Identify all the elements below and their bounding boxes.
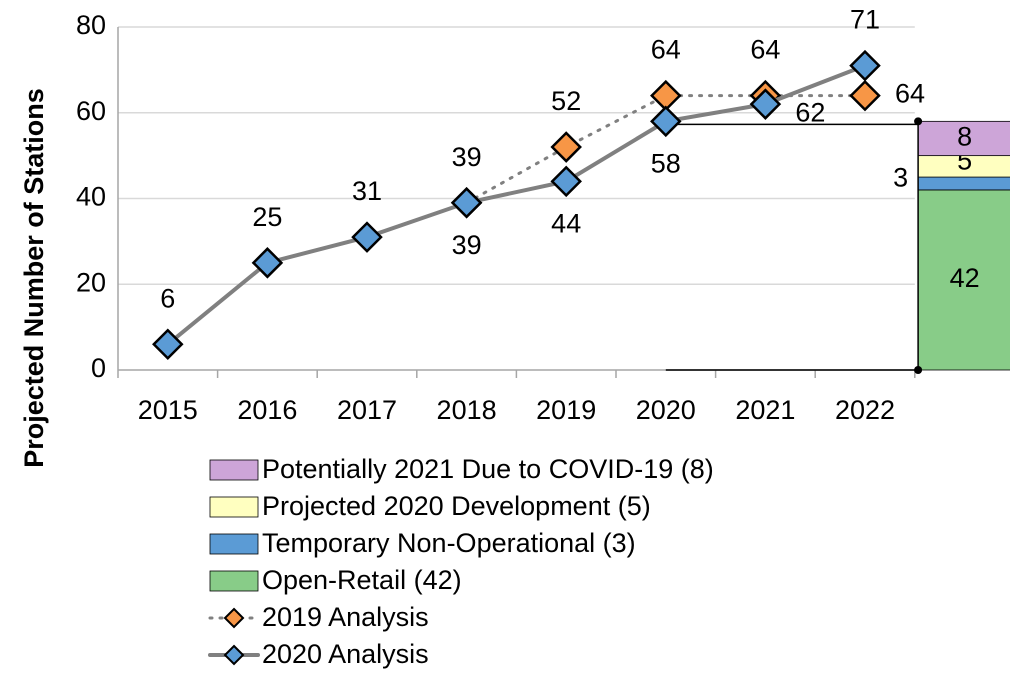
legend-item: Temporary Non-Operational (3) (209, 528, 636, 558)
legend-swatch (209, 459, 259, 481)
y-tick-label: 60 (76, 96, 106, 126)
data-label: 52 (551, 86, 581, 116)
bar-value-label: 42 (950, 263, 980, 293)
bar-value-label: 3 (893, 163, 908, 193)
legend-swatch (209, 496, 259, 518)
marker (550, 165, 582, 198)
x-tick-label: 2018 (437, 395, 497, 425)
data-label: 6 (160, 283, 175, 313)
legend-swatch (209, 570, 259, 592)
legend-label: Projected 2020 Development (5) (262, 491, 651, 521)
legend-item: Open-Retail (42) (209, 565, 462, 595)
x-tick-label: 2020 (636, 395, 696, 425)
data-label: 25 (252, 202, 282, 232)
y-tick-label: 40 (76, 182, 106, 212)
data-label: 39 (452, 142, 482, 172)
data-label: 71 (850, 5, 880, 35)
data-label: 39 (452, 230, 482, 260)
x-tick-label: 2021 (735, 395, 795, 425)
bar-segment (917, 189, 1010, 371)
y-tick-label: 20 (76, 267, 106, 297)
marker (251, 247, 284, 279)
marker (650, 79, 682, 112)
marker (849, 79, 881, 112)
legend-label: 2020 Analysis (262, 639, 429, 669)
legend-item: 2019 Analysis (208, 602, 429, 632)
x-tick-label: 2016 (237, 395, 297, 425)
y-tick-label: 80 (76, 10, 106, 40)
bracket-dot (914, 366, 923, 374)
legend-marker (223, 644, 245, 666)
marker (152, 328, 184, 361)
line-series (165, 63, 867, 347)
data-label: 58 (651, 148, 681, 178)
x-tick-label: 2015 (138, 395, 198, 425)
data-label: 62 (795, 97, 825, 127)
bar-segment (917, 176, 1010, 191)
legend-item: Projected 2020 Development (5) (209, 491, 651, 521)
data-label: 44 (551, 208, 581, 238)
data-label: 64 (651, 35, 681, 65)
legend-item: Potentially 2021 Due to COVID-19 (8) (209, 454, 714, 484)
legend-marker (223, 607, 245, 629)
marker (650, 105, 682, 138)
marker (849, 49, 881, 82)
legend-item: 2020 Analysis (208, 639, 429, 669)
x-tick-label: 2019 (536, 395, 596, 425)
bar-value-label: 8 (957, 122, 972, 152)
legend-label: Temporary Non-Operational (3) (262, 528, 636, 558)
data-label: 64 (895, 79, 925, 109)
y-tick-label: 0 (91, 353, 106, 383)
marker (351, 221, 383, 253)
y-axis-title: Projected Number of Stations (19, 88, 49, 468)
data-label: 31 (352, 176, 382, 206)
legend-swatch (209, 533, 259, 555)
marker (550, 131, 582, 163)
legend-label: 2019 Analysis (262, 602, 429, 632)
marker (450, 187, 483, 219)
data-label: 64 (750, 35, 780, 65)
legend-label: Potentially 2021 Due to COVID-19 (8) (262, 454, 714, 484)
x-tick-label: 2022 (835, 395, 895, 425)
marker (749, 88, 782, 120)
legend-label: Open-Retail (42) (262, 565, 462, 595)
bar-segment (917, 120, 1010, 157)
bracket-dot (914, 117, 923, 126)
line-series (465, 94, 867, 205)
x-tick-label: 2017 (337, 395, 397, 425)
